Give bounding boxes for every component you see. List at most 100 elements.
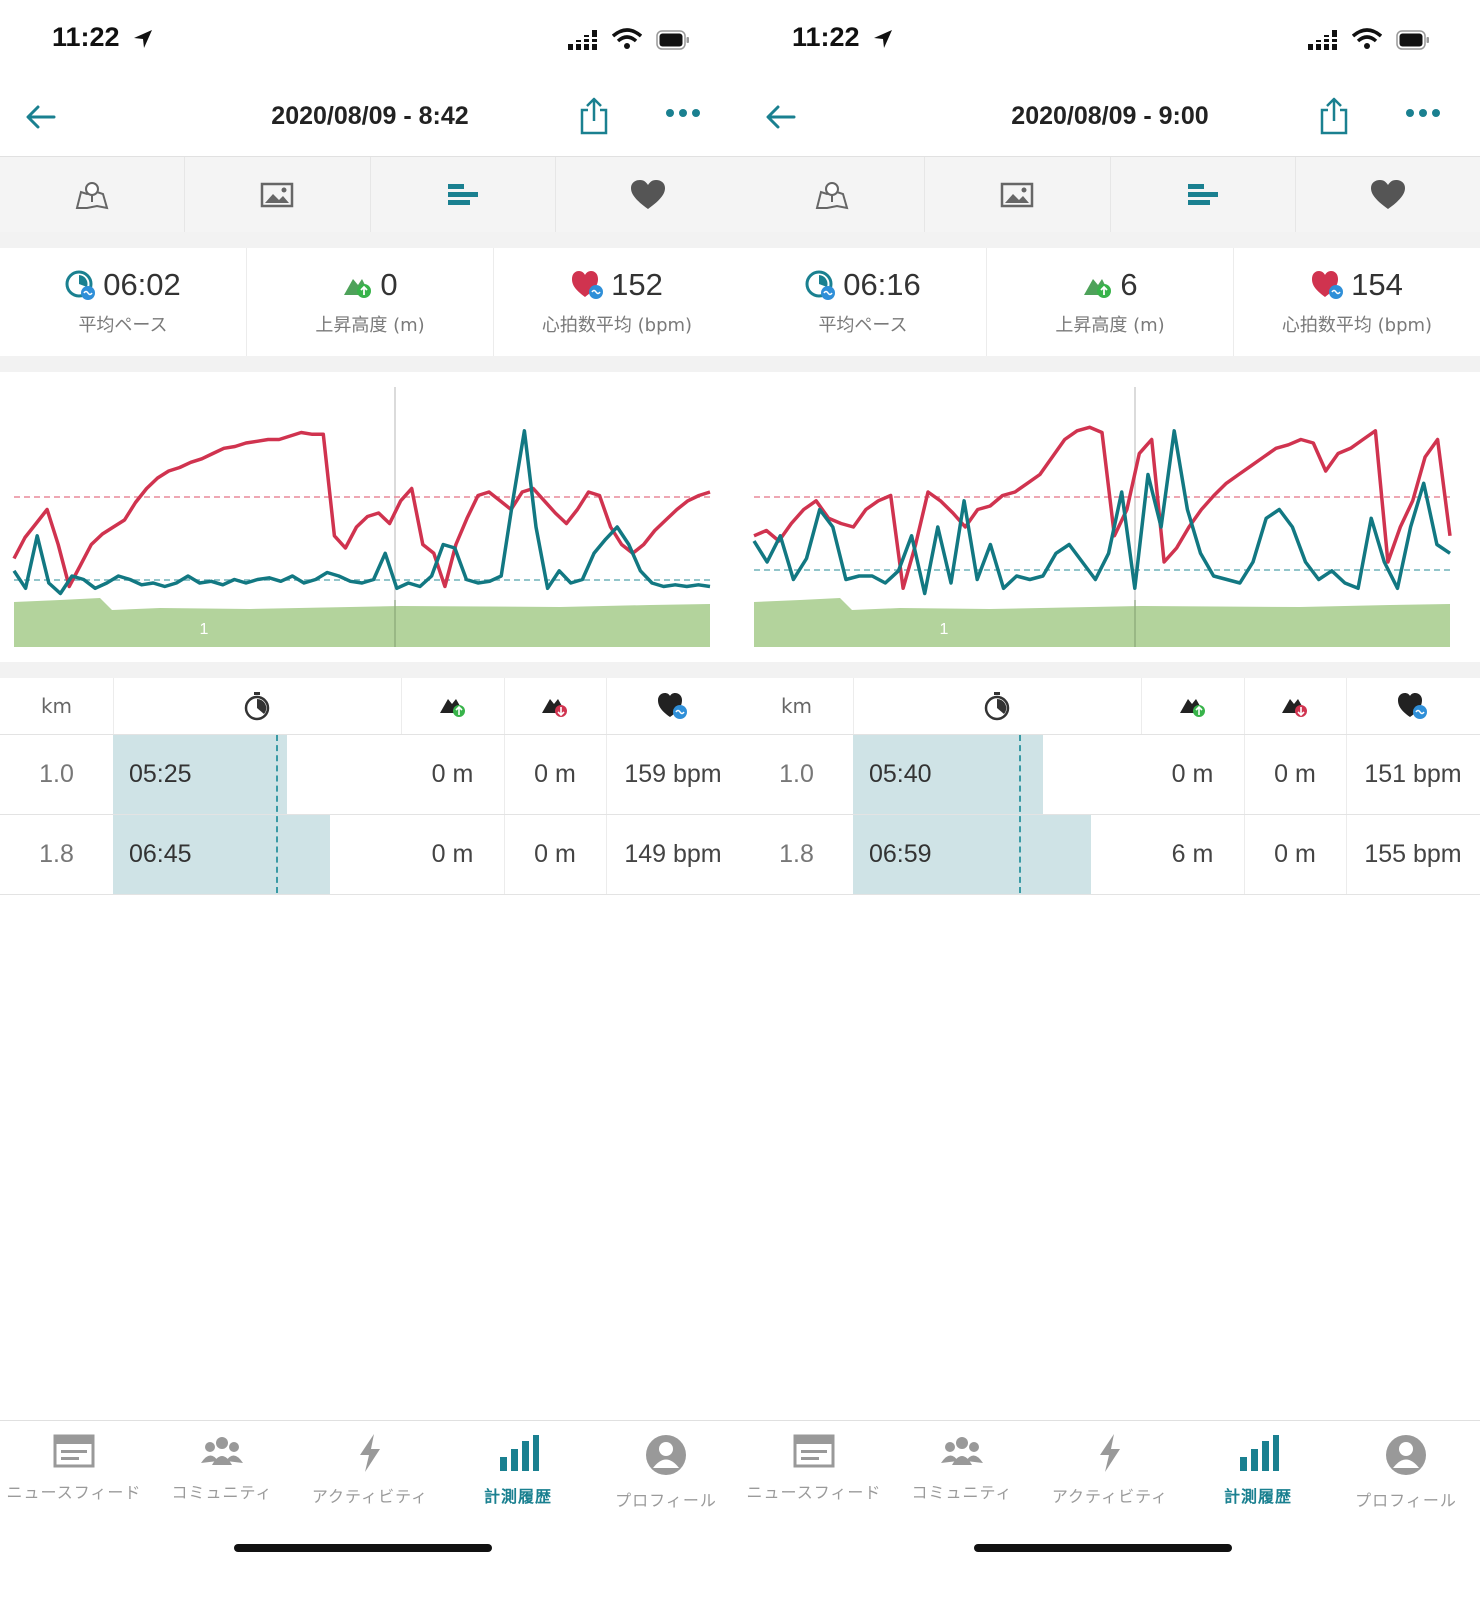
location-arrow-icon <box>134 30 152 48</box>
nav-label: 計測履歴 <box>1223 1487 1292 1506</box>
cell-km: 1.0 <box>740 735 854 814</box>
stat-label: 心拍数平均 (bpm) <box>1281 315 1433 336</box>
heart-icon <box>1370 180 1405 209</box>
history-chart-icon <box>500 1435 539 1471</box>
descent-icon <box>542 699 567 717</box>
cell-pace: 05:40 <box>869 760 932 788</box>
stat-avg-pace: 06:16 平均ペース <box>740 248 987 356</box>
cell-ascent: 0 m <box>401 735 505 814</box>
tab-heart[interactable] <box>1296 157 1480 233</box>
heart-rate-icon <box>658 693 687 719</box>
elevation-split-label: 1 <box>200 621 209 638</box>
newsfeed-icon <box>53 1434 95 1468</box>
share-icon[interactable] <box>578 96 610 136</box>
more-icon[interactable] <box>1406 108 1440 118</box>
share-icon[interactable] <box>1318 96 1350 136</box>
stat-value: 06:02 <box>103 267 181 302</box>
cell-km: 1.0 <box>0 735 114 814</box>
stat-label: 平均ペース <box>78 315 168 336</box>
stat-value: 0 <box>380 267 398 302</box>
stat-value: 6 <box>1120 267 1138 302</box>
header-heart-rate <box>606 678 740 734</box>
splits-table: km 1.0 05:25 0 m 0 m <box>0 678 740 895</box>
bottom-nav: ニュースフィード コミュニティ アクティビティ 計測履歴 プロフィール <box>0 1420 740 1600</box>
heart-rate-icon <box>1312 271 1344 299</box>
cell-pace: 06:59 <box>869 840 932 868</box>
cell-heart-rate: 155 bpm <box>1364 840 1462 868</box>
table-header: km <box>0 678 740 735</box>
stat-ascent: 6 上昇高度 (m) <box>987 248 1234 356</box>
nav-history[interactable]: 計測履歴 <box>444 1421 592 1600</box>
heart-icon <box>630 180 665 209</box>
pace-bar <box>853 735 1043 814</box>
heart-rate-series <box>753 425 1452 591</box>
back-arrow-icon[interactable] <box>24 102 58 132</box>
stat-heart-rate: 152 心拍数平均 (bpm) <box>494 248 740 356</box>
bar-chart-icon <box>447 184 478 205</box>
stat-label: 平均ペース <box>818 315 908 336</box>
ascent-icon <box>1084 279 1112 298</box>
nav-activity[interactable]: アクティビティ <box>296 1421 444 1600</box>
nav-profile[interactable]: プロフィール <box>592 1421 740 1600</box>
bar-chart-icon <box>1187 184 1218 205</box>
phone-screen: 11:22 2020/08/09 - 9:00 <box>740 0 1480 1600</box>
table-row[interactable]: 1.0 05:25 0 m 0 m 159 bpm <box>0 735 740 815</box>
tab-stats[interactable] <box>371 157 556 233</box>
home-indicator <box>974 1544 1232 1552</box>
nav-label: プロフィール <box>1355 1491 1457 1510</box>
summary-stats: 06:16 平均ペース 6 上昇高度 (m) 154 心拍数平均 (bpm) <box>740 248 1480 356</box>
header-heart-rate <box>1346 678 1480 734</box>
nav-community[interactable]: コミュニティ <box>888 1421 1036 1600</box>
battery-icon <box>1396 30 1429 50</box>
splits-table: km 1.0 05:40 0 m 0 m <box>740 678 1480 895</box>
stopwatch-icon <box>984 692 1010 721</box>
nav-community[interactable]: コミュニティ <box>148 1421 296 1600</box>
cell-descent: 0 m <box>504 815 607 894</box>
wifi-icon <box>612 28 642 49</box>
tab-stats[interactable] <box>1111 157 1296 233</box>
nav-newsfeed[interactable]: ニュースフィード <box>0 1421 148 1600</box>
divider <box>740 356 1480 372</box>
average-pace-line <box>276 735 278 893</box>
view-tabs <box>0 156 740 234</box>
divider <box>0 356 740 372</box>
status-time: 11:22 <box>792 22 860 52</box>
table-row[interactable]: 1.8 06:45 0 m 0 m 149 bpm <box>0 815 740 895</box>
location-arrow-icon <box>874 30 892 48</box>
nav-label: 計測履歴 <box>483 1487 552 1506</box>
community-icon <box>941 1437 983 1465</box>
pace-series <box>752 429 1451 596</box>
home-indicator <box>234 1544 492 1552</box>
divider <box>740 662 1480 678</box>
history-chart-icon <box>1240 1435 1279 1471</box>
back-arrow-icon[interactable] <box>764 102 798 132</box>
cell-km: 1.8 <box>740 815 854 894</box>
tab-heart[interactable] <box>556 157 740 233</box>
cell-ascent: 6 m <box>1141 815 1245 894</box>
table-row[interactable]: 1.0 05:40 0 m 0 m 151 bpm <box>740 735 1480 815</box>
activity-chart[interactable]: 1 <box>740 372 1480 662</box>
nav-label: アクティビティ <box>1051 1487 1169 1506</box>
table-row[interactable]: 1.8 06:59 6 m 0 m 155 bpm <box>740 815 1480 895</box>
header-ascent <box>401 678 505 734</box>
cell-descent: 0 m <box>1244 815 1347 894</box>
nav-activity[interactable]: アクティビティ <box>1036 1421 1184 1600</box>
nav-history[interactable]: 計測履歴 <box>1184 1421 1332 1600</box>
pace-bar <box>113 735 287 814</box>
header-pace <box>853 678 1142 734</box>
nav-label: ニュースフィード <box>746 1483 882 1502</box>
tab-map[interactable] <box>740 157 926 233</box>
stat-label: 心拍数平均 (bpm) <box>541 315 693 336</box>
nav-profile[interactable]: プロフィール <box>1332 1421 1480 1600</box>
pace-bar <box>853 815 1091 894</box>
tab-map[interactable] <box>0 157 186 233</box>
more-icon[interactable] <box>666 108 700 118</box>
activity-chart[interactable]: 1 <box>0 372 740 662</box>
tab-photos[interactable] <box>185 157 371 233</box>
status-bar: 11:22 <box>740 0 1480 80</box>
divider <box>740 232 1480 248</box>
tab-photos[interactable] <box>925 157 1111 233</box>
nav-newsfeed[interactable]: ニュースフィード <box>740 1421 888 1600</box>
stat-label: 上昇高度 (m) <box>1055 315 1165 336</box>
ascent-icon <box>1179 699 1205 717</box>
